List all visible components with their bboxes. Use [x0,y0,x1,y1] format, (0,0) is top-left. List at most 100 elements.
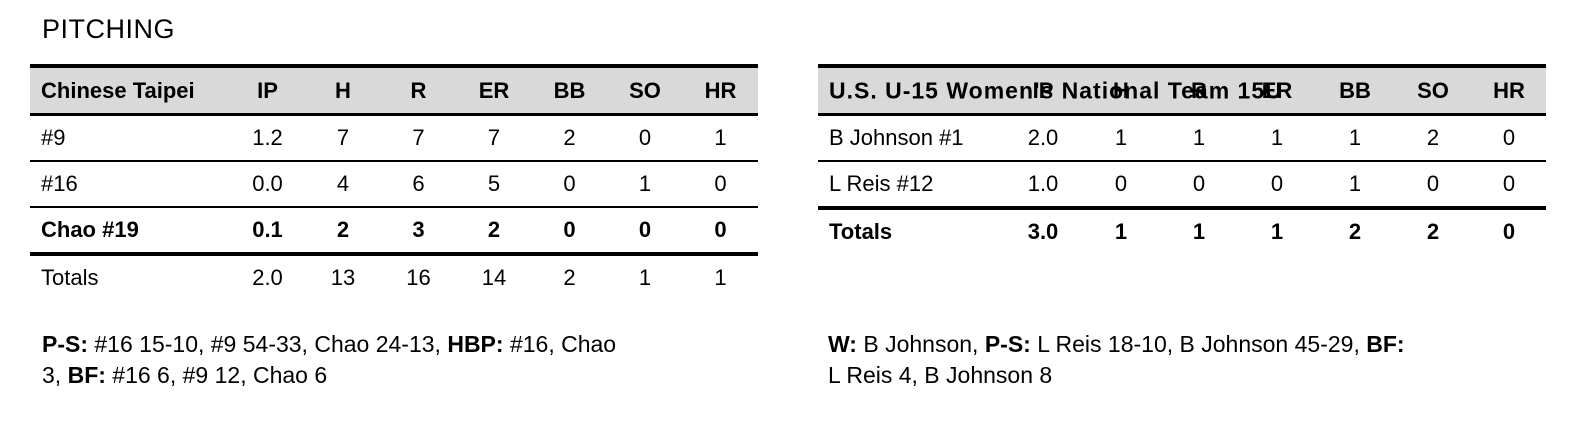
stat-cell-r: 0 [1192,171,1206,196]
column-header-bb: BB [1339,77,1371,103]
stat-cell-bb: 0 [563,217,576,242]
stat-cell-hr: 1 [714,265,727,290]
stat-cell-bb: 2 [1348,219,1362,244]
stat-cell-hr: 0 [1502,219,1516,244]
stat-cell-hr: 1 [714,125,727,150]
stat-cell-bb: 2 [563,265,576,290]
stat-cell-ip: 1.0 [1027,171,1059,196]
stat-cell-r: 6 [412,171,425,196]
note-text: 3, [42,362,68,388]
column-header-h: H [335,77,351,103]
column-header-ip: IP [257,77,278,103]
section-title: PITCHING [42,14,176,44]
pitcher-row: #16 0.0 4 6 5 0 1 0 [30,161,758,207]
pitcher-name-cell: Chao #19 [41,217,139,242]
stat-cell-r: 3 [412,217,425,242]
note-text: #16, Chao [503,331,617,357]
totals-row: Totals 3.0 1 1 1 2 2 0 [818,208,1546,254]
stat-cell-ip: 2.0 [252,265,283,290]
column-header-bb: BB [553,77,586,103]
note-line: 3, BF: #16 6, #9 12, Chao 6 [42,360,616,391]
stat-cell-h: 13 [330,265,356,290]
stat-cell-bb: 1 [1348,171,1362,196]
column-header-r: R [410,77,427,103]
stat-cell-r: 7 [412,125,425,150]
stat-cell-bb: 0 [563,171,576,196]
note-text: #16 15-10, #9 54-33, Chao 24-13, [88,331,448,357]
stat-cell-bb: 1 [1348,125,1362,150]
table-header-row: U.S. U-15 Women's National Team 15U IP H… [818,66,1546,115]
column-header-er: ER [1261,77,1293,103]
column-header-hr: HR [1493,77,1525,103]
stat-cell-r: 1 [1192,219,1206,244]
pitcher-name-cell: L Reis #12 [829,171,934,196]
note-text: L Reis 4, B Johnson 8 [828,362,1053,388]
column-header-ip: IP [1032,77,1054,103]
note-line: L Reis 4, B Johnson 8 [828,360,1405,391]
note-label: P-S: [42,331,88,357]
stat-cell-so: 0 [638,125,652,150]
pitcher-name-cell: B Johnson #1 [829,125,964,150]
team-name-header: Chinese Taipei [41,77,195,103]
stat-cell-bb: 2 [563,125,576,150]
stat-cell-h: 1 [1114,219,1128,244]
stat-cell-so: 0 [638,217,652,242]
note-label: P-S: [984,331,1031,357]
pitcher-name-cell: #16 [41,171,78,196]
team-name-header-cell: U.S. U-15 Women's National Team 15U [818,66,1282,115]
pitching-notes-us-u15: W: B Johnson, P-S: L Reis 18-10, B Johns… [828,329,1405,391]
stat-cell-so: 1 [638,265,652,290]
note-label: HBP: [447,331,504,357]
totals-row: Totals 2.0 13 16 14 2 1 1 [30,254,758,300]
column-header-r: R [1191,77,1207,103]
column-header-er: ER [478,77,510,103]
stat-cell-hr: 0 [1502,171,1516,196]
stat-cell-er: 1 [1270,125,1284,150]
stat-cell-so: 0 [1426,171,1440,196]
stat-cell-hr: 0 [714,171,727,196]
pitcher-row: #9 1.2 7 7 7 2 0 1 [30,115,758,161]
column-header-h: H [1113,77,1129,103]
stat-cell-so: 1 [638,171,652,196]
column-header-so: SO [629,77,661,103]
pitcher-row: B Johnson #1 2.0 1 1 1 1 2 0 [818,115,1546,161]
stat-cell-h: 0 [1114,171,1128,196]
stat-cell-ip: 1.2 [252,125,283,150]
stat-cell-ip: 3.0 [1027,219,1059,244]
note-text: L Reis 18-10, B Johnson 45-29, [1030,331,1367,357]
stat-cell-er: 1 [1270,219,1284,244]
stat-cell-er: 14 [481,265,507,290]
note-line: W: B Johnson, P-S: L Reis 18-10, B Johns… [828,329,1405,360]
note-label: BF: [67,362,106,388]
stat-cell-er: 2 [487,217,501,242]
stat-cell-h: 4 [336,171,350,196]
team-name-header: U.S. U-15 Women's National Team 15U [829,77,1283,103]
totals-label-cell: Totals [41,265,99,290]
stat-cell-h: 2 [336,217,350,242]
note-text: B Johnson, [856,331,985,357]
stat-cell-er: 7 [487,125,501,150]
note-line: P-S: #16 15-10, #9 54-33, Chao 24-13, HB… [42,329,616,360]
pitching-notes-chinese-taipei: P-S: #16 15-10, #9 54-33, Chao 24-13, HB… [42,329,616,391]
totals-label-cell: Totals [829,219,893,244]
table-header-row: Chinese Taipei IP H R ER BB SO HR [30,66,758,115]
pitcher-row: Chao #19 0.1 2 3 2 0 0 0 [30,207,758,254]
stat-cell-h: 1 [1114,125,1128,150]
note-label: BF: [1366,331,1405,357]
note-text: #16 6, #9 12, Chao 6 [105,362,328,388]
stat-cell-so: 2 [1426,219,1440,244]
stat-cell-r: 1 [1192,125,1206,150]
pitcher-name-cell: #9 [41,125,66,150]
stat-cell-er: 0 [1270,171,1284,196]
stat-cell-ip: 0.0 [252,171,283,196]
stat-cell-ip: 2.0 [1027,125,1059,150]
stat-cell-hr: 0 [714,217,727,242]
pitcher-row: L Reis #12 1.0 0 0 0 1 0 0 [818,161,1546,208]
stat-cell-h: 7 [336,125,350,150]
pitching-table-us-u15: U.S. U-15 Women's National Team 15U IP H… [818,64,1546,254]
column-header-so: SO [1417,77,1449,103]
note-label: W: [828,331,857,357]
column-header-hr: HR [704,77,737,103]
stat-cell-so: 2 [1426,125,1440,150]
